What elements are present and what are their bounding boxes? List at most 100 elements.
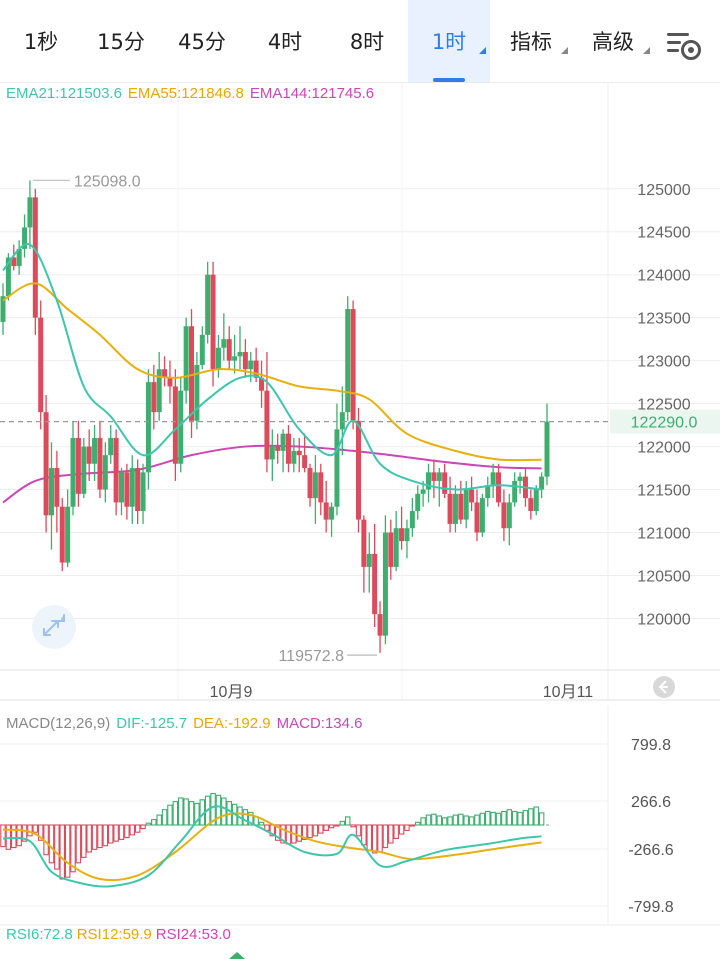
ema144-legend: EMA144:121745.6 (249, 85, 375, 102)
tab-1-hour[interactable]: 1时 (408, 0, 490, 82)
dif-line (2, 805, 542, 888)
macd-histogram-bar (501, 810, 507, 826)
macd-tick-label: 266.6 (631, 794, 671, 811)
candle-body (11, 257, 17, 267)
candle-body (242, 352, 248, 370)
ema21-legend: EMA21:121503.6 (6, 85, 122, 102)
scroll-to-latest-icon[interactable] (653, 676, 675, 698)
macd-histogram-bar (113, 824, 119, 842)
macd-histogram-bar (533, 806, 539, 826)
tab-advanced[interactable]: 高级 (572, 0, 654, 82)
settings-gear-icon[interactable] (665, 28, 705, 62)
candle-body (113, 437, 119, 503)
candle-body (490, 472, 496, 486)
tab-15-min[interactable]: 15分 (97, 30, 145, 54)
candle-body (302, 455, 308, 469)
candle-body (399, 528, 405, 542)
candle-body (431, 472, 437, 481)
dropdown-triangle-icon (479, 47, 486, 54)
candle-body (70, 437, 76, 507)
price-tick-label: 123500 (637, 311, 690, 328)
tab-4-hour[interactable]: 4时 (267, 30, 303, 54)
dea-line (2, 812, 542, 881)
dif-legend: DIF:-125.7 (116, 715, 188, 732)
macd-histogram-bar (231, 803, 238, 826)
macd-histogram-bar (54, 824, 60, 870)
candle-body (253, 360, 259, 378)
tab-45-min[interactable]: 45分 (178, 30, 226, 54)
candle-body (43, 412, 49, 516)
candle-body (22, 227, 28, 249)
price-markers: 122290.0 125098.0 119572.8 (0, 173, 720, 665)
macd-histogram-bar (64, 824, 71, 878)
candle-body (307, 468, 313, 499)
tab-1-second[interactable]: 1秒 (23, 30, 59, 54)
macd-histogram-bar (21, 824, 28, 842)
candle-body (501, 502, 507, 529)
dropdown-triangle-icon (561, 47, 568, 54)
candle-body (264, 390, 270, 460)
tab-indicators[interactable]: 指标 (490, 0, 572, 82)
candle-body (178, 390, 184, 464)
candle-body (512, 480, 518, 503)
active-tab-indicator (433, 78, 465, 82)
candle-body (458, 493, 464, 520)
macd-histogram-bar (97, 824, 103, 849)
ema21-line (2, 243, 542, 491)
candle-body (140, 472, 146, 512)
candle-body (275, 446, 281, 451)
candle-body (32, 197, 38, 318)
macd-tick-label: -266.6 (628, 842, 673, 859)
candle-body (189, 326, 195, 421)
macd-histogram-bar (344, 816, 351, 826)
candle-body (329, 506, 335, 520)
ema-series (2, 243, 542, 491)
expand-icon[interactable] (32, 605, 76, 649)
candle-body (226, 339, 232, 361)
macd-histogram-bar (452, 814, 459, 826)
macd-histogram-bar (361, 824, 367, 846)
macd-histogram-bar (215, 794, 222, 826)
macd-histogram-bar (468, 816, 475, 826)
candle-body (350, 309, 356, 421)
macd-histogram-bar (350, 824, 356, 828)
macd-histogram-bar (528, 808, 534, 826)
macd-histogram-bar (307, 824, 313, 839)
candle-body (124, 472, 130, 507)
price-tick-label: 120500 (637, 568, 690, 585)
time-axis-label: 10月11 (543, 684, 594, 701)
macd-value-legend: MACD:134.6 (276, 715, 363, 732)
candle-body (237, 352, 243, 357)
candle-body (118, 472, 124, 503)
candle-body (420, 489, 426, 494)
candle-body (312, 472, 318, 499)
candle-body (539, 476, 545, 490)
candlestick-series (0, 180, 550, 653)
candle-body (269, 446, 275, 460)
macd-histogram-bar (371, 824, 378, 854)
macd-histogram-bar (318, 824, 324, 834)
macd-histogram-bar (517, 811, 523, 826)
macd-histogram-bar (463, 815, 469, 826)
high-marker-label: 125098.0 (74, 173, 141, 190)
macd-histogram-bar (59, 824, 65, 880)
macd-histogram-bar (312, 824, 319, 837)
candle-body (339, 412, 345, 430)
candle-body (162, 369, 168, 378)
macd-histogram-bar (48, 824, 55, 864)
macd-histogram-bar (479, 812, 486, 826)
macd-histogram-bar (124, 824, 130, 839)
candle-body (54, 468, 60, 507)
candle-body (355, 420, 361, 520)
macd-histogram-bar (264, 824, 270, 831)
macd-histogram-bar (291, 824, 297, 844)
candle-body (318, 472, 324, 503)
candle-body (215, 347, 221, 370)
macd-panel: 799.8 266.6 -266.6 -799.8 (0, 705, 674, 925)
candle-body (151, 382, 157, 413)
candle-body (447, 493, 453, 524)
macd-histogram-bar (242, 809, 249, 826)
tab-8-hour[interactable]: 8时 (349, 30, 385, 54)
macd-histogram-bar (86, 824, 92, 853)
